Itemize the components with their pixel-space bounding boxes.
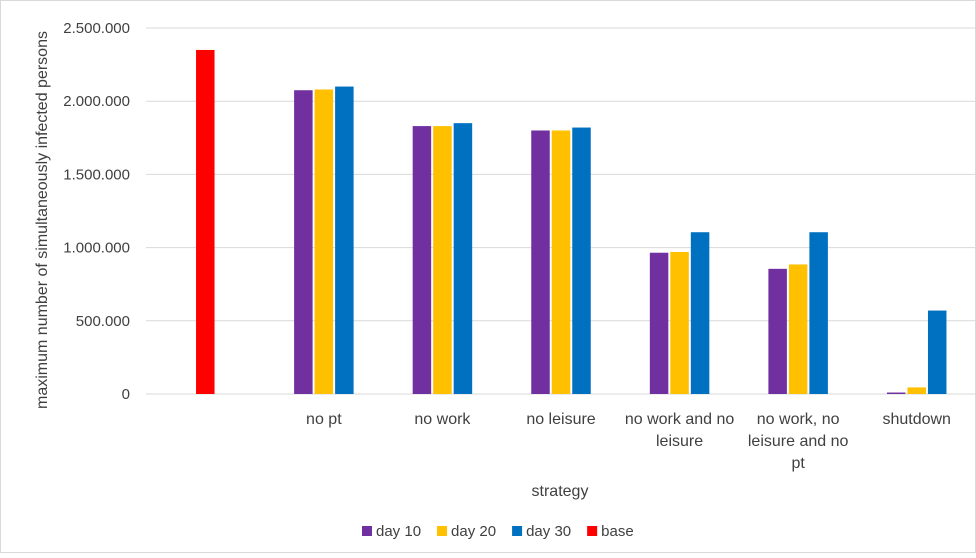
bar-day-10-5	[768, 268, 787, 394]
x-axis-title: strategy	[532, 483, 589, 500]
legend-label: day 10	[376, 523, 421, 540]
legend-swatch	[362, 526, 372, 536]
bar-day-30-6	[927, 310, 947, 394]
y-tick-label: 2.000.000	[63, 93, 130, 110]
legend-swatch	[437, 526, 448, 536]
bar-day-10-6	[886, 392, 906, 394]
legend-swatch	[512, 526, 523, 536]
bar-day-20-5	[788, 264, 808, 394]
y-tick-label: 1.500.000	[63, 166, 130, 183]
y-axis-title: maximum number of simultaneously infecte…	[34, 31, 51, 409]
x-category-label: no leisure	[526, 411, 595, 428]
bars	[196, 49, 947, 395]
bar-day-10-4	[649, 252, 669, 394]
bar-day-30-1	[335, 86, 354, 394]
bar-day-10-3	[531, 130, 550, 395]
bar-base-0	[196, 49, 215, 395]
legend-label: day 20	[451, 523, 496, 540]
legend-swatch	[587, 526, 598, 536]
bar-day-30-3	[572, 127, 591, 394]
x-category-label: leisure and no	[748, 433, 849, 450]
x-category-label: no work and no	[625, 411, 735, 428]
x-category-label: no pt	[306, 411, 342, 428]
bar-day-20-3	[551, 130, 571, 395]
y-tick-label: 2.500.000	[63, 20, 130, 37]
x-category-label: pt	[791, 455, 805, 472]
y-tick-label: 1.000.000	[63, 240, 130, 257]
x-axis-categories: no pt no work no leisure no work and no leis…	[306, 411, 951, 472]
legend-label: day 30	[526, 523, 571, 540]
bar-day-20-6	[907, 387, 926, 394]
x-category-label: no work, no	[757, 411, 840, 428]
y-axis-ticks: 0 500.000 1.000.000 1.500.000 2.000.000 2.500…	[63, 20, 130, 403]
bar-day-10-1	[294, 90, 313, 394]
legend-label: base	[601, 523, 634, 540]
y-tick-label: 0	[122, 386, 130, 403]
bar-day-10-2	[412, 126, 432, 394]
x-category-label: shutdown	[882, 411, 951, 428]
legend: day 10 day 20 day 30 base	[362, 523, 634, 540]
bar-day-30-2	[453, 123, 473, 394]
bar-day-20-1	[314, 89, 334, 394]
bar-day-20-4	[670, 251, 689, 394]
y-tick-label: 500.000	[76, 313, 130, 330]
bar-day-30-5	[809, 232, 828, 394]
x-category-label: leisure	[656, 433, 703, 450]
bar-day-30-4	[690, 232, 710, 394]
x-category-label: no work	[414, 411, 471, 428]
bar-day-20-2	[433, 126, 452, 394]
